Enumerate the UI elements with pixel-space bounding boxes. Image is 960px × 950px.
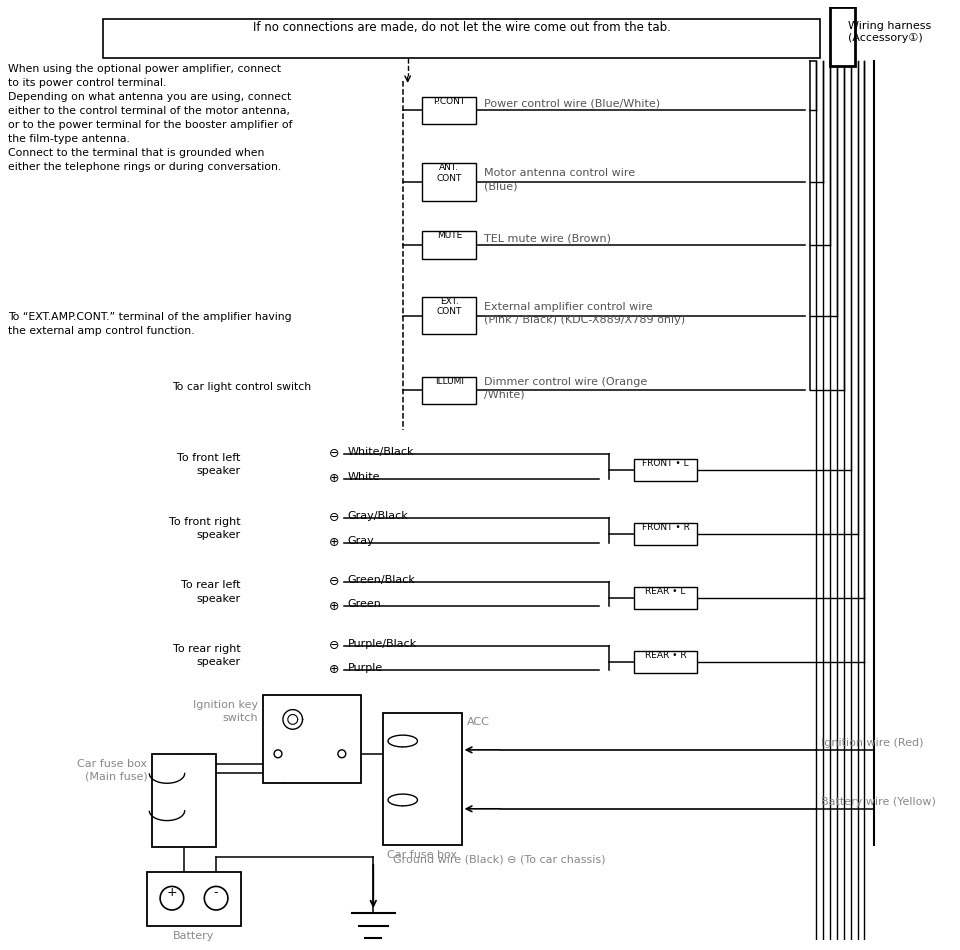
Text: ⊕: ⊕ (328, 472, 339, 484)
Bar (422, 297, 476, 334)
Bar (634, 587, 697, 609)
Text: White: White (348, 472, 380, 482)
Text: Motor antenna control wire
(Blue): Motor antenna control wire (Blue) (484, 168, 636, 192)
Bar (634, 460, 697, 481)
Text: Gray/Black: Gray/Black (348, 511, 409, 522)
Text: To “EXT.AMP.CONT.” terminal of the amplifier having
the external amp control fun: To “EXT.AMP.CONT.” terminal of the ampli… (8, 312, 292, 335)
Text: Battery wire (Yellow): Battery wire (Yellow) (821, 797, 936, 807)
Text: ⊖: ⊖ (328, 639, 339, 652)
Text: ⊖: ⊖ (328, 575, 339, 588)
Text: Dimmer control wire (Orange
/White): Dimmer control wire (Orange /White) (484, 376, 648, 400)
Text: EXT.
CONT: EXT. CONT (437, 297, 462, 316)
Bar (422, 163, 476, 200)
Text: Purple: Purple (348, 663, 383, 674)
Text: TEL mute wire (Brown): TEL mute wire (Brown) (484, 233, 612, 243)
Text: ⊕: ⊕ (328, 663, 339, 676)
Text: Wiring harness
(Accessory①): Wiring harness (Accessory①) (848, 21, 931, 43)
Text: Ignition key
switch: Ignition key switch (193, 700, 258, 723)
Text: ⊖: ⊖ (328, 447, 339, 461)
Text: Battery: Battery (173, 931, 214, 940)
Bar (422, 97, 476, 124)
Bar (383, 712, 462, 846)
Text: White/Black: White/Black (348, 447, 414, 457)
Text: REAR • R: REAR • R (645, 651, 686, 660)
Bar (153, 753, 216, 847)
Text: ⊕: ⊕ (328, 536, 339, 549)
Text: To rear right
speaker: To rear right speaker (173, 644, 241, 668)
Text: +: + (167, 885, 178, 899)
Text: Ignition wire (Red): Ignition wire (Red) (821, 738, 924, 748)
Text: External amplifier control wire
(Pink / Black) (KDC-X889/X789 only): External amplifier control wire (Pink / … (484, 302, 685, 325)
Text: Car fuse box: Car fuse box (388, 850, 457, 860)
Text: To car light control switch: To car light control switch (172, 383, 311, 392)
Bar (147, 872, 241, 925)
Text: ANT.
CONT: ANT. CONT (437, 163, 462, 182)
Text: When using the optional power amplifier, connect
to its power control terminal.
: When using the optional power amplifier,… (8, 65, 293, 172)
Text: Power control wire (Blue/White): Power control wire (Blue/White) (484, 99, 660, 108)
Text: MUTE: MUTE (437, 231, 462, 240)
Text: Green: Green (348, 599, 382, 610)
Text: To front left
speaker: To front left speaker (178, 453, 241, 476)
Text: ILLUMI: ILLUMI (435, 376, 464, 386)
Text: Purple/Black: Purple/Black (348, 638, 417, 649)
Bar (422, 376, 476, 404)
Text: Gray: Gray (348, 536, 374, 545)
Bar (422, 231, 476, 258)
Text: Ground wire (Black) ⊖ (To car chassis): Ground wire (Black) ⊖ (To car chassis) (393, 855, 606, 865)
Text: Car fuse box
(Main fuse): Car fuse box (Main fuse) (78, 759, 147, 782)
Text: ACC: ACC (467, 717, 490, 728)
Bar (830, 8, 854, 66)
Bar (263, 694, 362, 783)
Text: ⊕: ⊕ (328, 599, 339, 613)
Text: -: - (214, 885, 218, 899)
Text: If no connections are made, do not let the wire come out from the tab.: If no connections are made, do not let t… (252, 21, 671, 34)
Bar (634, 651, 697, 673)
Text: ⊖: ⊖ (328, 511, 339, 524)
Text: P.CONT: P.CONT (433, 97, 466, 105)
Text: REAR • L: REAR • L (645, 587, 685, 596)
Text: FRONT • R: FRONT • R (641, 523, 689, 532)
Text: To front right
speaker: To front right speaker (169, 517, 241, 540)
Bar (634, 523, 697, 544)
Text: To rear left
speaker: To rear left speaker (181, 580, 241, 603)
Bar (103, 19, 820, 58)
Text: FRONT • L: FRONT • L (642, 460, 689, 468)
Text: Green/Black: Green/Black (348, 575, 416, 585)
